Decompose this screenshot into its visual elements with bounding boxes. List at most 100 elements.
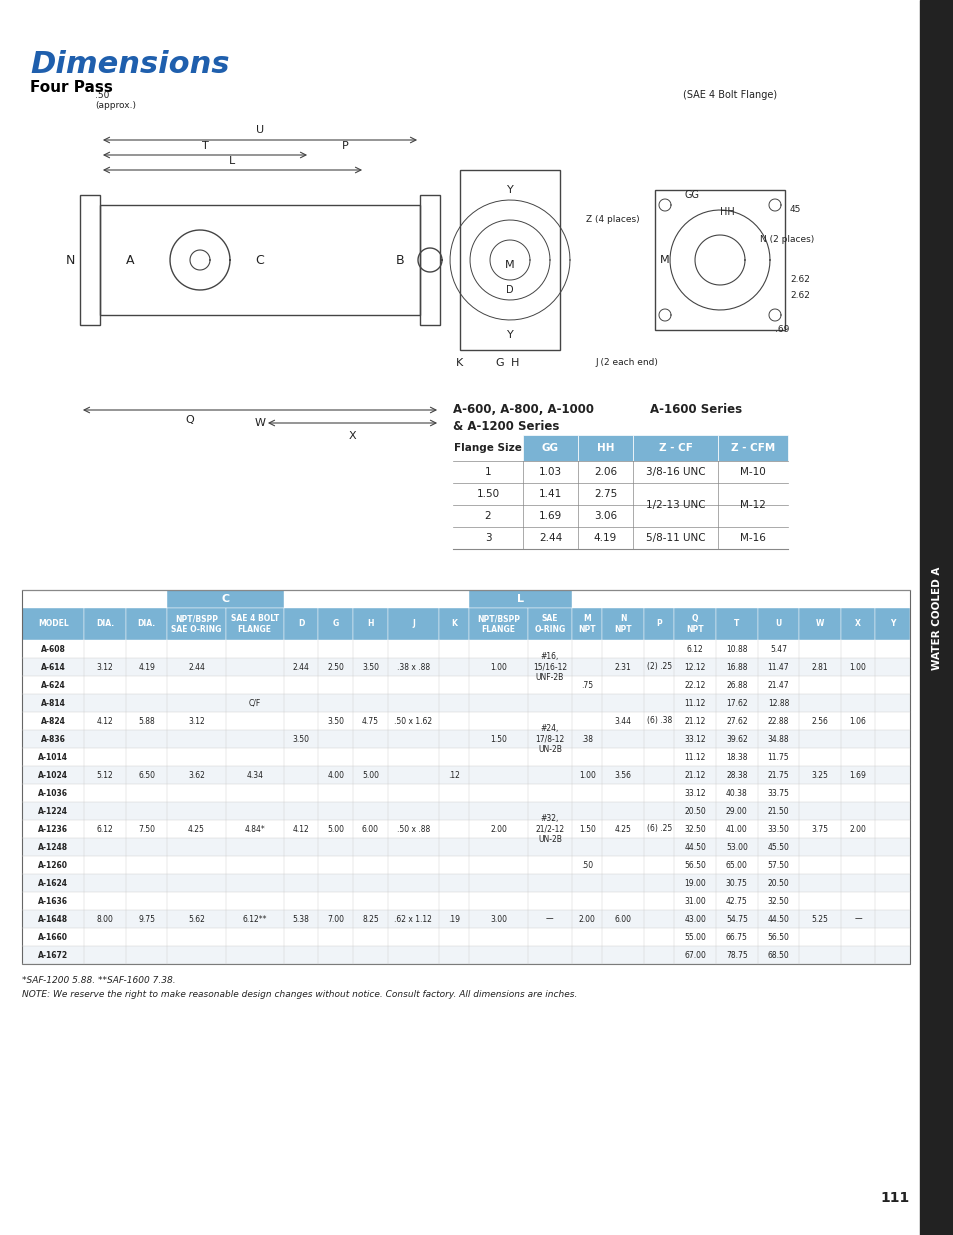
Text: 4.12: 4.12 bbox=[293, 825, 309, 834]
Text: .50
(approx.): .50 (approx.) bbox=[95, 90, 136, 110]
Text: J: J bbox=[412, 620, 415, 629]
Text: 5.00: 5.00 bbox=[327, 825, 344, 834]
Text: 45.50: 45.50 bbox=[766, 842, 788, 851]
Bar bbox=[419, 195, 439, 325]
Text: X: X bbox=[349, 431, 355, 441]
Text: 67.00: 67.00 bbox=[683, 951, 705, 960]
Text: 2.44: 2.44 bbox=[293, 662, 310, 672]
Text: 8.25: 8.25 bbox=[361, 914, 378, 924]
Text: A-1236: A-1236 bbox=[38, 825, 68, 834]
Text: (6) .25: (6) .25 bbox=[646, 825, 671, 834]
Text: 20.50: 20.50 bbox=[683, 806, 705, 815]
Bar bbox=[22, 748, 909, 766]
Text: N
NPT: N NPT bbox=[614, 614, 632, 634]
Text: .50 x 1.62: .50 x 1.62 bbox=[394, 716, 432, 725]
Text: C/F: C/F bbox=[249, 699, 260, 708]
Text: N: N bbox=[65, 253, 74, 267]
Text: .62 x 1.12: .62 x 1.12 bbox=[394, 914, 432, 924]
Bar bbox=[643, 608, 674, 640]
Text: M-12: M-12 bbox=[740, 500, 765, 510]
Bar bbox=[22, 856, 909, 874]
Text: Q: Q bbox=[186, 415, 194, 425]
Text: A-614: A-614 bbox=[41, 662, 66, 672]
Bar bbox=[572, 608, 602, 640]
Text: SAE
O-RING: SAE O-RING bbox=[534, 614, 565, 634]
Text: 5.25: 5.25 bbox=[811, 914, 827, 924]
Bar bbox=[22, 590, 909, 965]
Text: 4.25: 4.25 bbox=[188, 825, 205, 834]
Text: 17.62: 17.62 bbox=[725, 699, 747, 708]
Bar bbox=[126, 608, 168, 640]
Text: .75: .75 bbox=[580, 680, 593, 689]
Text: 1: 1 bbox=[484, 467, 491, 477]
Text: 2.50: 2.50 bbox=[327, 662, 344, 672]
Text: 7.50: 7.50 bbox=[138, 825, 155, 834]
Text: A-608: A-608 bbox=[41, 645, 66, 653]
Text: —: — bbox=[545, 914, 553, 924]
Text: 3/8-16 UNC: 3/8-16 UNC bbox=[645, 467, 704, 477]
Text: 2.31: 2.31 bbox=[615, 662, 631, 672]
Text: 3.12: 3.12 bbox=[96, 662, 113, 672]
Text: A: A bbox=[126, 253, 134, 267]
Text: C: C bbox=[221, 594, 230, 604]
Text: 5.47: 5.47 bbox=[769, 645, 786, 653]
Text: N (2 places): N (2 places) bbox=[760, 236, 814, 245]
Bar bbox=[716, 608, 757, 640]
Text: 1.00: 1.00 bbox=[490, 662, 506, 672]
Bar bbox=[22, 676, 909, 694]
Text: 2.81: 2.81 bbox=[811, 662, 827, 672]
Text: NPT/BSPP
FLANGE: NPT/BSPP FLANGE bbox=[476, 614, 519, 634]
Text: U: U bbox=[775, 620, 781, 629]
Text: 21.75: 21.75 bbox=[767, 771, 788, 779]
Text: A-1260: A-1260 bbox=[38, 861, 68, 869]
Text: A-624: A-624 bbox=[41, 680, 66, 689]
Text: A-1014: A-1014 bbox=[38, 752, 68, 762]
Text: 8.00: 8.00 bbox=[96, 914, 113, 924]
Text: 4.84*: 4.84* bbox=[244, 825, 265, 834]
Text: 3.62: 3.62 bbox=[188, 771, 205, 779]
Text: W: W bbox=[254, 417, 265, 429]
Text: 33.12: 33.12 bbox=[683, 788, 705, 798]
Text: Flange Size: Flange Size bbox=[454, 443, 521, 453]
Text: 6.12: 6.12 bbox=[686, 645, 703, 653]
Text: 2.62: 2.62 bbox=[789, 290, 809, 300]
Bar bbox=[22, 730, 909, 748]
Bar bbox=[168, 590, 284, 608]
Text: NOTE: We reserve the right to make reasonable design changes without notice. Con: NOTE: We reserve the right to make reaso… bbox=[22, 990, 577, 999]
Text: 53.00: 53.00 bbox=[725, 842, 747, 851]
Text: GG: GG bbox=[541, 443, 558, 453]
Text: 6.12**: 6.12** bbox=[242, 914, 267, 924]
Text: 33.50: 33.50 bbox=[766, 825, 788, 834]
Text: T: T bbox=[734, 620, 739, 629]
Text: 2.06: 2.06 bbox=[594, 467, 617, 477]
Bar bbox=[22, 784, 909, 802]
Text: 1.03: 1.03 bbox=[538, 467, 561, 477]
Text: A-1624: A-1624 bbox=[38, 878, 68, 888]
Bar bbox=[438, 608, 469, 640]
Text: 2.00: 2.00 bbox=[578, 914, 595, 924]
Text: 4.12: 4.12 bbox=[96, 716, 113, 725]
Text: 1/2-13 UNC: 1/2-13 UNC bbox=[645, 500, 704, 510]
Text: 12.88: 12.88 bbox=[767, 699, 788, 708]
Text: 33.75: 33.75 bbox=[766, 788, 788, 798]
Text: HH: HH bbox=[720, 207, 734, 217]
Text: 3.00: 3.00 bbox=[490, 914, 507, 924]
Bar bbox=[22, 892, 909, 910]
Text: 40.38: 40.38 bbox=[725, 788, 747, 798]
Text: 3.56: 3.56 bbox=[614, 771, 631, 779]
Text: 19.00: 19.00 bbox=[683, 878, 705, 888]
Text: Dimensions: Dimensions bbox=[30, 49, 230, 79]
Bar bbox=[655, 190, 784, 330]
Text: 6.00: 6.00 bbox=[361, 825, 378, 834]
Text: M-16: M-16 bbox=[740, 534, 765, 543]
Text: U: U bbox=[255, 125, 264, 135]
Text: 5.62: 5.62 bbox=[188, 914, 205, 924]
Text: 11.12: 11.12 bbox=[684, 752, 705, 762]
Text: .12: .12 bbox=[448, 771, 459, 779]
Text: 1.50: 1.50 bbox=[578, 825, 595, 834]
Bar bbox=[100, 205, 419, 315]
Text: 9.75: 9.75 bbox=[138, 914, 155, 924]
Text: 39.62: 39.62 bbox=[725, 735, 747, 743]
Text: X: X bbox=[854, 620, 861, 629]
Text: 12.12: 12.12 bbox=[684, 662, 705, 672]
